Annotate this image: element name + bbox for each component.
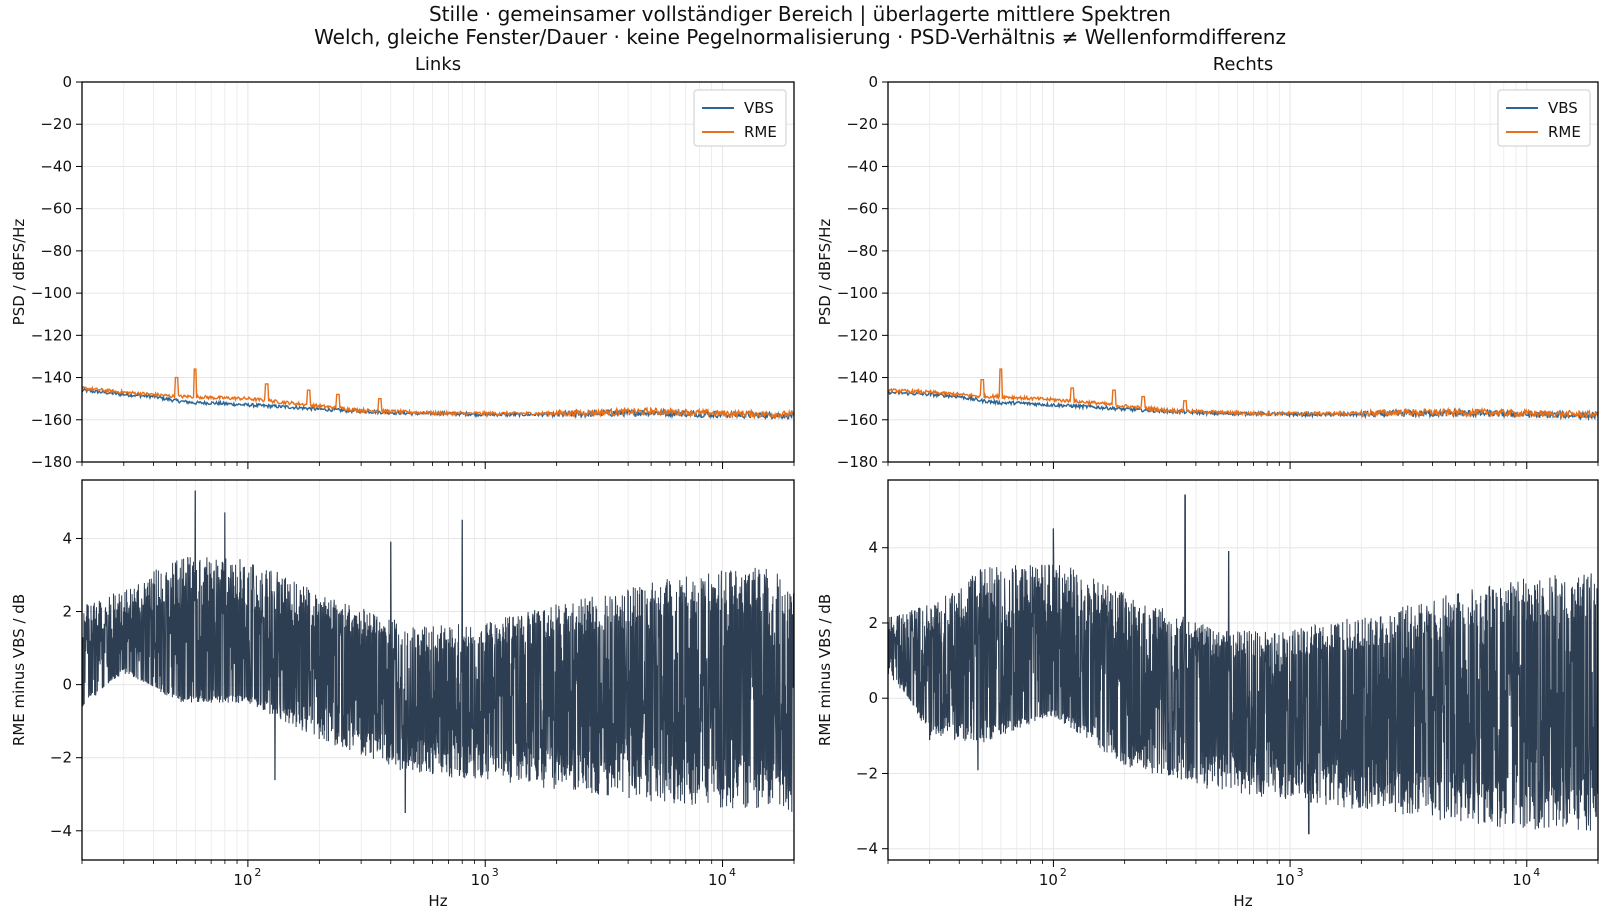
y-tick-label: −4 xyxy=(50,822,72,840)
y-tick-label: −40 xyxy=(846,157,878,175)
y-tick-label: −160 xyxy=(31,411,72,429)
legend-label-vbs: VBS xyxy=(744,99,774,117)
y-tick-label: −80 xyxy=(846,242,878,260)
legend: VBS RME xyxy=(693,89,787,147)
y-tick-label: −100 xyxy=(837,284,878,302)
y-tick-label: 0 xyxy=(868,689,878,707)
x-tick-label: 10 xyxy=(708,871,727,889)
x-tick-label: 10 xyxy=(1512,871,1531,889)
y-tick-label: 4 xyxy=(868,539,878,557)
y-axis-label: RME minus VBS / dB xyxy=(816,594,834,746)
y-tick-label: −180 xyxy=(31,453,72,471)
x-tick-label: 10 xyxy=(1039,871,1058,889)
axes-frame xyxy=(81,81,795,463)
y-tick-label: −120 xyxy=(31,326,72,344)
y-tick-label: −2 xyxy=(856,764,878,782)
data-layer xyxy=(82,368,794,420)
figure-title: Stille · gemeinsamer vollständiger Berei… xyxy=(428,2,1171,26)
x-tick-exponent: 3 xyxy=(1297,866,1304,879)
y-tick-label: −60 xyxy=(846,200,878,218)
figure-subtitle: Welch, gleiche Fenster/Dauer · keine Peg… xyxy=(314,25,1286,49)
x-tick-exponent: 4 xyxy=(1533,866,1540,879)
y-tick-label: −4 xyxy=(856,840,878,858)
panel-links-psd: 0 −20 −40 −60 −80 −100 −120 −140 −160 −180 Links PS… xyxy=(10,54,795,471)
axes-frame xyxy=(887,81,1599,463)
x-axis-label: Hz xyxy=(428,892,447,910)
legend-label-vbs: VBS xyxy=(1548,99,1578,117)
y-tick-label: 2 xyxy=(62,603,72,621)
y-tick-label: 0 xyxy=(868,73,878,91)
legend: VBS RME xyxy=(1497,89,1591,147)
x-tick-label: 10 xyxy=(1276,871,1295,889)
y-tick-label: −140 xyxy=(837,369,878,387)
y-axis-label: RME minus VBS / dB xyxy=(10,594,28,746)
data-layer xyxy=(888,368,1598,422)
y-tick-label: 2 xyxy=(868,614,878,632)
panel-title: Links xyxy=(415,54,461,75)
y-tick-label: −160 xyxy=(837,411,878,429)
legend-label-rme: RME xyxy=(1548,123,1581,141)
x-tick-label: 10 xyxy=(471,871,490,889)
legend-label-rme: RME xyxy=(744,123,777,141)
difference-line xyxy=(888,494,1598,835)
panel-title: Rechts xyxy=(1213,54,1274,75)
y-tick-label: −60 xyxy=(40,200,72,218)
y-tick-label: −100 xyxy=(31,284,72,302)
series-line-rme xyxy=(82,368,794,420)
difference-line xyxy=(82,490,794,813)
y-tick-label: −120 xyxy=(837,326,878,344)
y-tick-label: −80 xyxy=(40,242,72,260)
axes-frame xyxy=(81,479,795,861)
x-tick-exponent: 2 xyxy=(1060,866,1067,879)
x-tick-exponent: 4 xyxy=(729,866,736,879)
axes-frame xyxy=(887,479,1599,861)
y-axis-label: PSD / dBFS/Hz xyxy=(816,219,834,326)
y-tick-label: −2 xyxy=(50,749,72,767)
y-tick-label: 0 xyxy=(62,676,72,694)
y-tick-label: −140 xyxy=(31,369,72,387)
y-tick-label: 0 xyxy=(62,73,72,91)
x-tick-exponent: 2 xyxy=(254,866,261,879)
data-layer xyxy=(82,490,794,813)
x-tick-label: 10 xyxy=(233,871,252,889)
panel-rechts-psd: 0 −20 −40 −60 −80 −100 −120 −140 −160 −180 Rechts P… xyxy=(816,54,1599,471)
y-tick-label: 4 xyxy=(62,529,72,547)
y-tick-label: −20 xyxy=(40,115,72,133)
y-tick-label: −20 xyxy=(846,115,878,133)
y-tick-label: −180 xyxy=(837,453,878,471)
x-axis-label: Hz xyxy=(1233,892,1252,910)
data-layer xyxy=(888,494,1598,835)
series-line-rme xyxy=(888,368,1598,420)
y-tick-label: −40 xyxy=(40,157,72,175)
y-axis-label: PSD / dBFS/Hz xyxy=(10,219,28,326)
x-tick-exponent: 3 xyxy=(492,866,499,879)
